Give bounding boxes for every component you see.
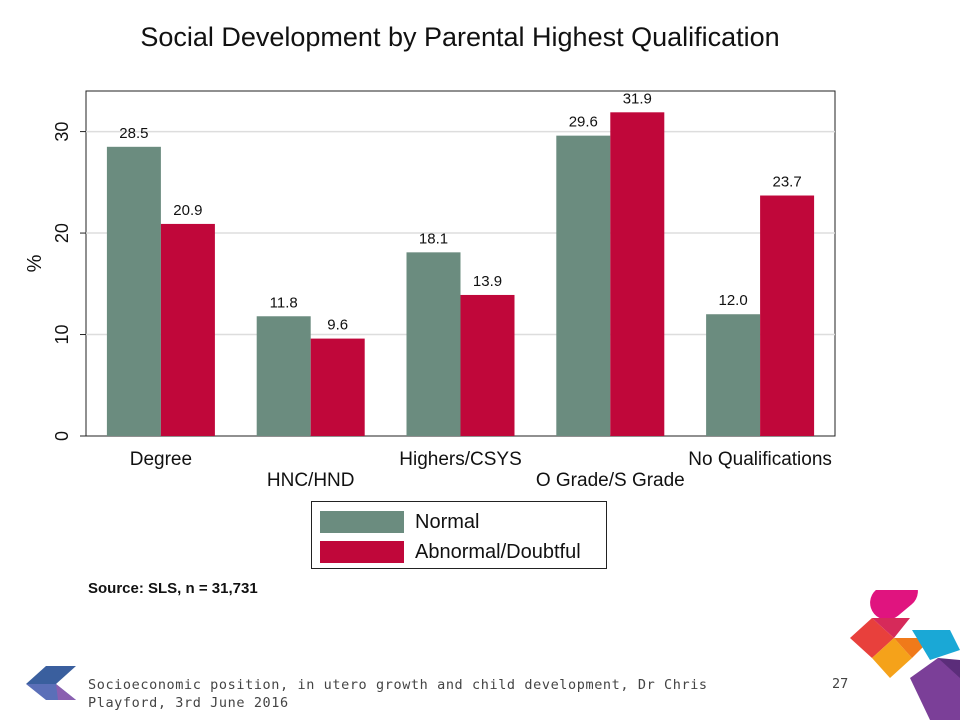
y-tick-label: 20 <box>52 223 72 243</box>
y-axis-label: % <box>24 254 46 272</box>
page-number: 27 <box>832 676 849 692</box>
bar-chart: 0 10 20 30% 28.5 20.9 Degree 11.8 9.6 HNC/HND 18.1… <box>24 90 836 491</box>
bar <box>256 316 311 436</box>
data-label: 18.1 <box>419 230 448 247</box>
bar <box>310 338 365 436</box>
logo-left-icon <box>26 666 76 700</box>
x-tick-label: No Qualifications <box>688 449 832 470</box>
data-label: 20.9 <box>173 202 202 219</box>
data-label: 29.6 <box>569 114 598 131</box>
y-tick-label: 30 <box>52 122 72 142</box>
legend-item-normal: Normal <box>320 510 479 534</box>
legend-swatch-abnormal <box>320 541 404 563</box>
footer-text: Socioeconomic position, in utero growth … <box>88 677 708 711</box>
logo-right-icon <box>850 590 960 720</box>
data-label: 28.5 <box>119 125 148 142</box>
data-label: 23.7 <box>772 174 801 191</box>
bar <box>760 195 815 436</box>
x-tick-label: HNC/HND <box>267 470 355 491</box>
data-label: 12.0 <box>718 292 747 309</box>
data-label: 11.8 <box>270 294 298 311</box>
bar <box>106 146 161 436</box>
bar <box>160 223 215 436</box>
data-label: 31.9 <box>623 90 652 107</box>
bar <box>406 252 461 436</box>
legend-label-abnormal: Abnormal/Doubtful <box>415 540 581 563</box>
y-tick-label: 10 <box>52 325 72 345</box>
legend-swatch-normal <box>320 511 404 533</box>
bar <box>556 135 611 436</box>
chart-legend: Normal Abnormal/Doubtful <box>311 501 607 569</box>
chart-title: Social Development by Parental Highest Q… <box>140 22 780 52</box>
source-note: Source: SLS, n = 31,731 <box>88 580 258 597</box>
y-tick-label: 0 <box>52 431 72 441</box>
legend-label-normal: Normal <box>415 510 480 533</box>
data-label: 9.6 <box>327 317 348 334</box>
bar <box>610 112 665 436</box>
x-tick-label: Degree <box>130 449 192 470</box>
data-label: 13.9 <box>473 273 502 290</box>
x-tick-label: O Grade/S Grade <box>536 470 685 491</box>
legend-item-abnormal: Abnormal/Doubtful <box>320 540 581 564</box>
bar <box>706 314 761 436</box>
bar <box>460 294 515 436</box>
x-tick-label: Highers/CSYS <box>399 449 522 470</box>
